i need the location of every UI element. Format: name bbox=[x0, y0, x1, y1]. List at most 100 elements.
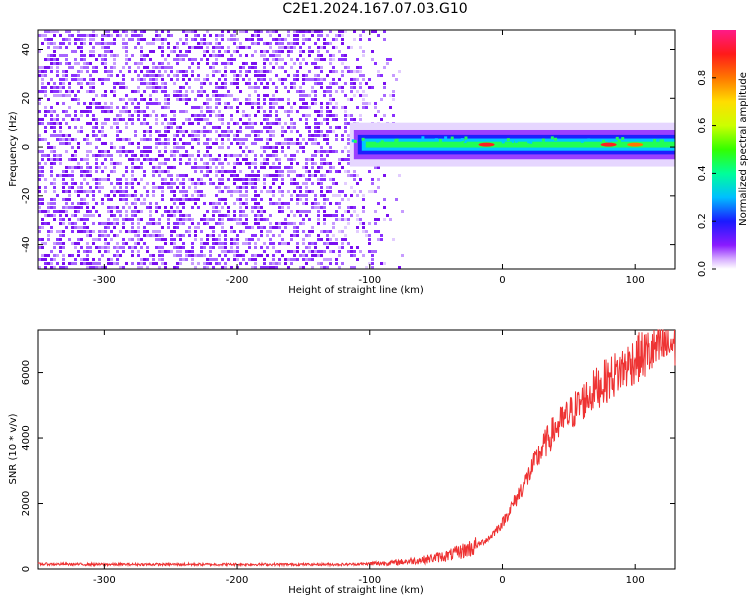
heatmap-cell bbox=[86, 262, 89, 265]
heatmap-cell bbox=[284, 110, 287, 113]
heatmap-cell bbox=[383, 66, 386, 69]
heatmap-cell bbox=[275, 262, 278, 265]
heatmap-cell bbox=[140, 78, 143, 81]
heatmap-cell bbox=[134, 234, 137, 237]
heatmap-cell bbox=[104, 42, 107, 45]
heatmap-cell bbox=[305, 182, 308, 185]
heatmap-cell bbox=[83, 78, 86, 81]
heatmap-cell bbox=[131, 222, 134, 225]
heatmap-cell bbox=[95, 210, 98, 213]
heatmap-cell bbox=[380, 140, 384, 144]
x-tick-label: -300 bbox=[93, 575, 116, 586]
heatmap-cell bbox=[233, 74, 236, 77]
heatmap-cell bbox=[161, 38, 164, 41]
heatmap-cell bbox=[218, 158, 221, 161]
heatmap-cell bbox=[179, 70, 182, 73]
heatmap-cell bbox=[302, 78, 305, 81]
heatmap-cell bbox=[332, 82, 335, 85]
heatmap-cell bbox=[131, 38, 134, 41]
heatmap-cell bbox=[347, 98, 350, 101]
heatmap-cell bbox=[320, 230, 323, 233]
heatmap-cell bbox=[200, 238, 203, 241]
heatmap-cell bbox=[116, 114, 119, 117]
heatmap-cell bbox=[80, 158, 83, 161]
heatmap-cell bbox=[137, 146, 140, 149]
y-tick-label: 0 bbox=[21, 144, 32, 150]
heatmap-cell bbox=[185, 190, 188, 193]
heatmap-cell bbox=[116, 150, 119, 153]
heatmap-cell bbox=[200, 166, 203, 169]
heatmap-cell bbox=[98, 190, 101, 193]
heatmap-cell bbox=[77, 90, 80, 93]
heatmap-cell bbox=[83, 218, 86, 221]
heatmap-cell bbox=[347, 162, 350, 165]
heatmap-cell bbox=[374, 250, 377, 253]
heatmap-cell bbox=[53, 90, 56, 93]
heatmap-cell bbox=[98, 246, 101, 249]
heatmap-cell bbox=[137, 182, 140, 185]
heatmap-cell bbox=[368, 86, 371, 89]
heatmap-cell bbox=[362, 74, 365, 77]
heatmap-cell bbox=[218, 70, 221, 73]
heatmap-cell bbox=[173, 146, 176, 149]
heatmap-cell bbox=[68, 194, 71, 197]
heatmap-cell bbox=[317, 238, 320, 241]
heatmap-cell bbox=[212, 46, 215, 49]
heatmap-cell bbox=[137, 114, 140, 117]
heatmap-cell bbox=[341, 54, 344, 57]
heatmap-cell bbox=[59, 218, 62, 221]
heatmap-cell bbox=[218, 170, 221, 173]
heatmap-cell bbox=[203, 194, 206, 197]
heatmap-cell bbox=[62, 170, 65, 173]
heatmap-cell bbox=[287, 166, 290, 169]
heatmap-cell bbox=[293, 38, 296, 41]
heatmap-cell bbox=[248, 94, 251, 97]
heatmap-cell bbox=[347, 158, 350, 161]
heatmap-cell bbox=[176, 62, 179, 65]
heatmap-cell bbox=[260, 266, 263, 269]
heatmap-cell bbox=[314, 122, 317, 125]
heatmap-cell bbox=[92, 130, 95, 133]
heatmap-cell bbox=[236, 238, 239, 241]
heatmap-cell bbox=[293, 170, 296, 173]
heatmap-cell bbox=[62, 210, 65, 213]
heatmap-cell bbox=[134, 230, 137, 233]
heatmap-cell bbox=[275, 170, 278, 173]
heatmap-cell bbox=[224, 62, 227, 65]
heatmap-cell bbox=[215, 262, 218, 265]
heatmap-cell bbox=[140, 94, 143, 97]
heatmap-cell bbox=[209, 146, 212, 149]
heatmap-cell bbox=[50, 266, 53, 269]
heatmap-cell bbox=[59, 94, 62, 97]
heatmap-cell bbox=[200, 254, 203, 257]
heatmap-cell bbox=[233, 138, 236, 141]
heatmap-cell bbox=[149, 126, 152, 129]
heatmap-cell bbox=[362, 106, 365, 109]
heatmap-cell bbox=[131, 254, 134, 257]
heatmap-cell bbox=[80, 78, 83, 81]
heatmap-cell bbox=[305, 38, 308, 41]
heatmap-cell bbox=[131, 170, 134, 173]
heatmap-cell bbox=[122, 106, 125, 109]
heatmap-cell bbox=[359, 66, 362, 69]
heatmap-cell bbox=[80, 54, 83, 57]
heatmap-cell bbox=[329, 146, 332, 149]
heatmap-cell bbox=[131, 226, 134, 229]
heatmap-cell bbox=[335, 262, 338, 265]
heatmap-cell bbox=[104, 62, 107, 65]
heatmap-cell bbox=[176, 70, 179, 73]
heatmap-cell bbox=[290, 126, 293, 129]
heatmap-cell bbox=[104, 50, 107, 53]
heatmap-cell bbox=[218, 34, 221, 37]
heatmap-cell bbox=[383, 206, 386, 209]
heatmap-cell bbox=[239, 42, 242, 45]
heatmap-cell bbox=[128, 66, 131, 69]
heatmap-cell bbox=[341, 166, 344, 169]
heatmap-cell bbox=[230, 38, 233, 41]
heatmap-cell bbox=[227, 134, 230, 137]
heatmap-cell bbox=[71, 170, 74, 173]
heatmap-cell bbox=[206, 110, 209, 113]
heatmap-cell bbox=[332, 234, 335, 237]
heatmap-cell bbox=[275, 174, 278, 177]
heatmap-cell bbox=[53, 50, 56, 53]
